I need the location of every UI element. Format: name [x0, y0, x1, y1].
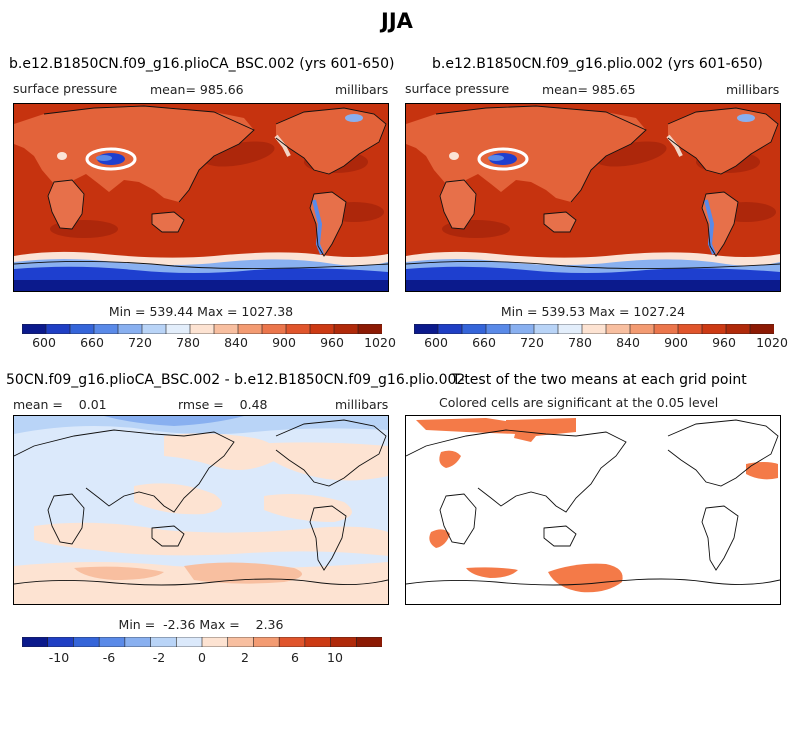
panel3-colorbar-swatch-5 — [150, 637, 177, 647]
significant-region — [429, 529, 450, 548]
panel3-rmse: rmse = 0.48 — [178, 397, 268, 412]
panel1-colorbar-swatch-0 — [22, 324, 47, 334]
panel2-colorbar-swatch-4 — [509, 324, 535, 334]
panel4-title: T-test of the two means at each grid poi… — [452, 372, 747, 388]
panel3-colorbar — [22, 637, 382, 647]
panel2-tick-7: 1020 — [756, 335, 788, 350]
panel2-tick-2: 720 — [520, 335, 544, 350]
panel2-tick-5: 900 — [664, 335, 688, 350]
panel1-tick-0: 600 — [32, 335, 56, 350]
panel3-colorbar-swatch-0 — [22, 637, 49, 647]
panel3-tick-0: -10 — [48, 650, 70, 665]
panel2-colorbar — [414, 324, 774, 334]
panel2-tick-4: 840 — [616, 335, 640, 350]
panel2-colorbar-swatch-6 — [557, 324, 583, 334]
panel2-colorbar-swatch-1 — [437, 324, 463, 334]
panel2-tick-6: 960 — [712, 335, 736, 350]
significant-region — [514, 430, 536, 442]
panel3-colorbar-swatch-3 — [98, 637, 126, 647]
panel3-colorbar-swatch-6 — [175, 637, 203, 647]
panel1-colorbar-swatch-2 — [69, 324, 95, 334]
panel1-units: millibars — [335, 82, 389, 97]
panel1-map — [13, 103, 389, 292]
panel1-variable: surface pressure — [13, 81, 118, 96]
panel1-colorbar-swatch-8 — [213, 324, 239, 334]
panel2-colorbar-swatch-3 — [485, 324, 511, 334]
panel1-tick-5: 900 — [272, 335, 296, 350]
panel2-colorbar-swatch-0 — [414, 324, 439, 334]
panel2-title: b.e12.B1850CN.f09_g16.plio.002 (yrs 601-… — [432, 56, 763, 72]
panel2-mean: mean= 985.65 — [542, 82, 636, 97]
panel1-tick-1: 660 — [80, 335, 104, 350]
panel3-colorbar-swatch-8 — [227, 637, 255, 647]
page-title: JJA — [381, 9, 413, 33]
panel1-colorbar-swatch-7 — [189, 324, 215, 334]
panel1-minmax: Min = 539.44 Max = 1027.38 — [108, 304, 294, 319]
panel4-map — [405, 415, 781, 605]
panel3-colorbar-swatch-2 — [73, 637, 100, 647]
panel1-colorbar-swatch-11 — [285, 324, 311, 334]
panel4-subtitle: Colored cells are significant at the 0.0… — [439, 395, 719, 410]
panel2-tick-1: 660 — [472, 335, 496, 350]
panel1-tick-7: 1020 — [364, 335, 396, 350]
panel2-colorbar-swatch-7 — [581, 324, 607, 334]
panel3-minmax: Min = -2.36 Max = 2.36 — [118, 617, 284, 632]
panel1-tick-4: 840 — [224, 335, 248, 350]
panel2-colorbar-swatch-11 — [677, 324, 703, 334]
panel2-map — [405, 103, 781, 292]
panel2-colorbar-swatch-8 — [605, 324, 631, 334]
panel2-tick-3: 780 — [568, 335, 592, 350]
significant-region — [466, 567, 518, 578]
panel1-colorbar-swatch-1 — [45, 324, 71, 334]
panel3-map — [13, 415, 389, 605]
panel1-colorbar-swatch-3 — [93, 324, 119, 334]
panel2-colorbar-swatch-2 — [461, 324, 487, 334]
panel3-colorbar-swatch-7 — [201, 637, 229, 647]
panel2-minmax: Min = 539.53 Max = 1027.24 — [500, 304, 686, 319]
panel3-colorbar-swatch-1 — [47, 637, 75, 647]
panel3-units: millibars — [335, 397, 389, 412]
panel1-colorbar — [22, 324, 382, 334]
panel3-colorbar-swatch-9 — [253, 637, 280, 647]
panel1-tick-2: 720 — [128, 335, 152, 350]
panel3-tick-6: 10 — [327, 650, 343, 665]
panel3-tick-2: -2 — [152, 650, 166, 665]
panel3-colorbar-swatch-10 — [278, 637, 306, 647]
panel2-colorbar-swatch-9 — [629, 324, 655, 334]
panel1-colorbar-swatch-12 — [309, 324, 335, 334]
panel3-tick-4: 2 — [241, 650, 249, 665]
panel1-colorbar-swatch-10 — [261, 324, 287, 334]
panel1-tick-6: 960 — [320, 335, 344, 350]
panel3-tick-1: -6 — [102, 650, 116, 665]
panel1-title: b.e12.B1850CN.f09_g16.plioCA_BSC.002 (yr… — [9, 56, 395, 72]
panel3-title: 50CN.f09_g16.plioCA_BSC.002 - b.e12.B185… — [6, 372, 466, 388]
panel3-colorbar-swatch-4 — [124, 637, 152, 647]
panel3-mean: mean = 0.01 — [13, 397, 107, 412]
panel2-colorbar-swatch-5 — [533, 324, 559, 334]
panel1-colorbar-swatch-14 — [357, 324, 382, 334]
panel2-variable: surface pressure — [405, 81, 510, 96]
significant-region — [746, 462, 778, 480]
panel1-colorbar-swatch-13 — [333, 324, 359, 334]
panel2-colorbar-swatch-12 — [701, 324, 727, 334]
panel3-tick-3: 0 — [198, 650, 206, 665]
panel1-colorbar-swatch-4 — [117, 324, 143, 334]
panel3-colorbar-swatch-12 — [330, 637, 357, 647]
panel2-colorbar-swatch-14 — [749, 324, 774, 334]
panel3-tick-5: 6 — [291, 650, 299, 665]
panel1-mean: mean= 985.66 — [150, 82, 244, 97]
panel2-tick-0: 600 — [424, 335, 448, 350]
panel1-colorbar-swatch-5 — [141, 324, 167, 334]
panel1-colorbar-swatch-9 — [237, 324, 263, 334]
panel3-colorbar-swatch-13 — [355, 637, 382, 647]
panel1-tick-3: 780 — [176, 335, 200, 350]
panel3-colorbar-swatch-11 — [304, 637, 332, 647]
panel2-colorbar-swatch-10 — [653, 324, 679, 334]
panel2-colorbar-swatch-13 — [725, 324, 751, 334]
significant-region — [439, 450, 461, 468]
panel2-units: millibars — [726, 82, 780, 97]
panel1-colorbar-swatch-6 — [165, 324, 191, 334]
